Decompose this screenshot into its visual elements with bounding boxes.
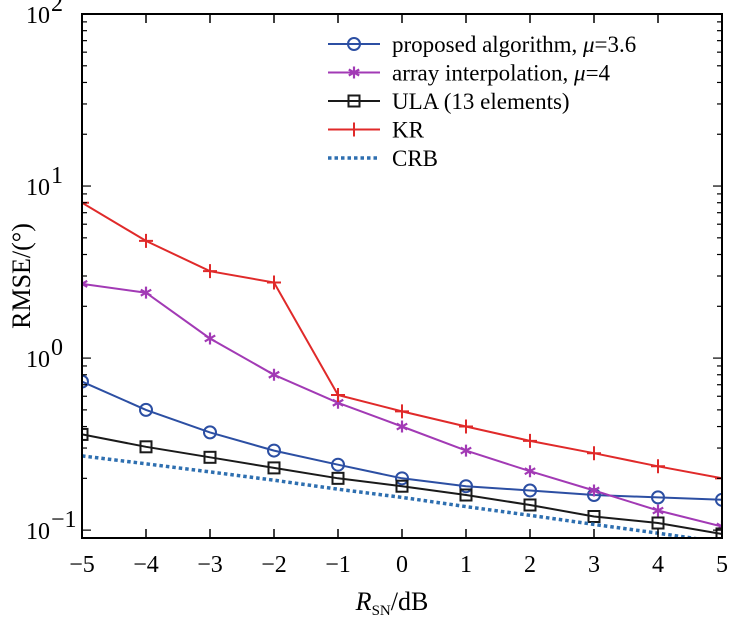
x-tick-label: 3: [588, 552, 600, 578]
legend-marker-0: [347, 37, 361, 51]
series-0-point-1: [139, 402, 153, 417]
x-axis-label: RSN/dB: [355, 587, 429, 619]
series-3-point-9: [651, 459, 665, 474]
y-axis-label: RMSE/(°): [7, 223, 36, 329]
series-0-point-6: [459, 479, 473, 494]
series-2-point-10: [715, 527, 722, 538]
series-3-point-5: [395, 404, 409, 419]
series-2-point-4: [331, 471, 345, 485]
x-tick-label: −1: [325, 552, 351, 578]
series-1-point-1: [140, 286, 152, 299]
y-tick-exponent: 1: [51, 163, 63, 189]
series-1-point-9: [652, 504, 664, 517]
legend-label-text: KR: [392, 118, 425, 143]
x-axis-label-sub: SN: [372, 603, 391, 619]
legend-label-3: KR: [392, 118, 425, 143]
x-tick-label: 5: [716, 552, 728, 578]
series-line-0: [82, 380, 722, 501]
series-2-point-0: [82, 427, 89, 441]
y-tick-label: 10: [26, 175, 50, 201]
y-tick-label: 10: [26, 3, 50, 29]
series-2-point-2: [203, 450, 217, 464]
legend-label-var: μ: [582, 32, 595, 57]
legend-label-0: proposed algorithm, μ=3.6: [392, 32, 636, 57]
legend-label-value: =4: [586, 61, 611, 86]
series-0-point-10: [715, 492, 722, 507]
series-3-point-1: [139, 233, 153, 248]
series-line-2: [82, 433, 722, 535]
series-0-point-0: [82, 374, 89, 389]
series-3-point-6: [459, 419, 473, 434]
series-4: [82, 454, 705, 538]
legend-label-text: array interpolation,: [392, 61, 574, 86]
legend-marker-3: [347, 122, 361, 137]
series-2-point-9: [651, 516, 665, 530]
x-tick-label: 2: [524, 552, 536, 578]
y-tick-label: 10: [26, 519, 50, 545]
series-2: [82, 427, 722, 538]
x-tick-label: −3: [197, 552, 223, 578]
series-0-point-3: [267, 443, 281, 458]
series-line-3: [82, 201, 722, 480]
legend-item-2: ULA (13 elements): [328, 89, 570, 114]
series-0-point-4: [331, 457, 345, 472]
series-2-point-7: [523, 498, 537, 512]
series-3-point-7: [523, 433, 537, 448]
series-2-point-8: [587, 510, 601, 524]
y-tick-exponent: 2: [51, 0, 63, 17]
x-tick-label: 4: [652, 552, 664, 578]
x-axis-label-unit: /dB: [391, 587, 429, 616]
series-1-point-5: [396, 420, 408, 433]
series-line-4: [82, 454, 705, 538]
legend-label-4: CRB: [392, 146, 438, 171]
series-0-point-9: [651, 490, 665, 505]
legend-marker-1: [348, 66, 360, 79]
series-1-point-8: [588, 484, 600, 497]
legend-label-1: array interpolation, μ=4: [392, 61, 611, 86]
legend-label-value: =3.6: [595, 32, 637, 57]
series-3-point-8: [587, 446, 601, 461]
x-tick-label: −5: [69, 552, 95, 578]
series-1-point-0: [82, 277, 88, 290]
series-2-point-6: [459, 488, 473, 502]
series-1-point-6: [460, 444, 472, 457]
series-2-point-3: [267, 461, 281, 475]
series-1-point-3: [268, 368, 280, 381]
x-tick-label: −4: [133, 552, 159, 578]
series-3-point-2: [203, 264, 217, 279]
series-3-point-4: [331, 388, 345, 403]
series-0: [82, 374, 722, 507]
y-tick-label: 10: [26, 347, 50, 373]
series-1-point-2: [204, 332, 216, 345]
x-tick-label: 1: [460, 552, 472, 578]
legend-item-0: proposed algorithm, μ=3.6: [328, 32, 636, 57]
legend-marker-2: [347, 94, 361, 108]
x-axis-label-var: R: [355, 587, 372, 616]
legend-label-text: ULA (13 elements): [392, 89, 570, 114]
series-0-point-7: [523, 483, 537, 498]
y-tick-exponent: −1: [51, 507, 77, 533]
legend-label-2: ULA (13 elements): [392, 89, 570, 114]
series-2-point-1: [139, 440, 153, 454]
legend-item-3: KR: [328, 118, 425, 143]
x-tick-label: 0: [396, 552, 408, 578]
legend-item-4: CRB: [328, 146, 438, 171]
series-0-point-5: [395, 471, 409, 486]
series-3-point-3: [267, 275, 281, 290]
series-2-point-5: [395, 479, 409, 493]
legend-label-text: CRB: [392, 146, 438, 171]
series-0-point-2: [203, 425, 217, 440]
series-1-point-7: [524, 465, 536, 478]
y-tick-exponent: 0: [51, 335, 63, 361]
legend-item-1: array interpolation, μ=4: [328, 61, 611, 86]
legend-label-var: μ: [573, 61, 586, 86]
series-3: [82, 195, 722, 486]
x-tick-label: −2: [261, 552, 287, 578]
legend-label-text: proposed algorithm,: [392, 32, 583, 57]
series-layer: [82, 195, 722, 538]
